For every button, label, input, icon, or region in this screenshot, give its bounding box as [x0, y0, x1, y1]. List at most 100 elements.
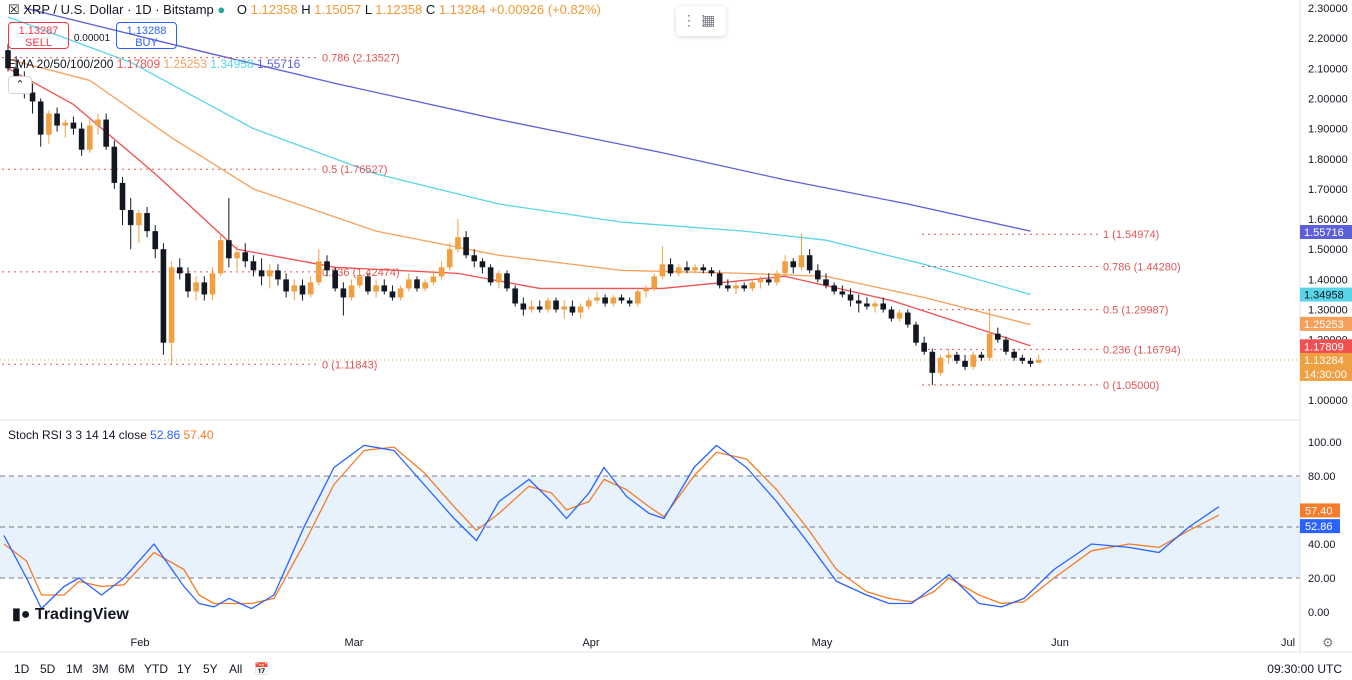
timeframe-6m[interactable]: 6M — [118, 662, 135, 676]
timeframe-5y[interactable]: 5Y — [203, 662, 218, 676]
candle-body — [741, 285, 747, 289]
candle-body — [798, 255, 805, 268]
tv-logo-icon: ▮● — [12, 606, 31, 623]
candle-body — [381, 285, 388, 292]
candle-body — [111, 146, 118, 183]
candle-body — [307, 282, 314, 295]
candle-body — [168, 267, 175, 343]
date-range-icon[interactable]: 📅 — [254, 662, 269, 676]
candle-body — [553, 300, 559, 310]
stoch-value-label: 52.86 — [1305, 521, 1333, 533]
candle-body — [512, 288, 518, 304]
candle-body — [455, 237, 461, 250]
stoch-tick-label: 0.00 — [1308, 607, 1329, 619]
price-tick-label: 2.20000 — [1308, 33, 1348, 45]
candle-body — [266, 270, 273, 277]
timeframe-1y[interactable]: 1Y — [177, 662, 192, 676]
x-tick-label: May — [812, 637, 833, 649]
fib-level-label: 0.5 (1.29987) — [1103, 305, 1168, 317]
candle-body — [332, 270, 338, 289]
candle-body — [487, 267, 494, 283]
object-tree-icon[interactable]: ▦ — [702, 12, 716, 28]
candle-body — [479, 261, 486, 268]
candle-body — [234, 252, 240, 259]
candle-body — [1027, 360, 1034, 364]
timeframe-5d[interactable]: 5D — [40, 662, 56, 676]
ema-legend[interactable]: EMA 20/50/100/200 1.17809 1.25253 1.3495… — [8, 57, 301, 71]
price-tick-label: 1.00000 — [1308, 395, 1348, 407]
candle-body — [692, 267, 698, 271]
timeframe-3m[interactable]: 3M — [92, 662, 109, 676]
stoch-tick-label: 100.00 — [1308, 437, 1342, 449]
candle-body — [422, 282, 428, 289]
candle-body — [839, 291, 846, 295]
fib-level-label: 0.236 (1.16794) — [1103, 344, 1181, 356]
candle-body — [905, 312, 911, 325]
symbol-title[interactable]: XRP / U.S. Dollar · 1D · Bitstamp — [23, 2, 214, 17]
candle-body — [1003, 339, 1009, 352]
candle-body — [504, 273, 510, 289]
candle-body — [700, 267, 707, 271]
stoch-value-tag — [1300, 519, 1340, 534]
candle-body — [283, 279, 289, 292]
timeframe-1d[interactable]: 1D — [14, 662, 30, 676]
candle-body — [324, 261, 330, 271]
candle-body — [610, 297, 617, 304]
fib-level-label: 0.236 (1.42474) — [322, 267, 400, 279]
timeframe-all[interactable]: All — [229, 662, 243, 676]
candle-body — [250, 261, 257, 271]
candle-body — [136, 213, 142, 226]
candle-body — [70, 122, 77, 129]
fib-level-label: 0.5 (1.76527) — [322, 164, 387, 176]
candle-body — [725, 285, 731, 289]
candle-body — [782, 261, 788, 274]
candle-body — [651, 276, 658, 289]
drawing-toolbar: ⋮⋮ ▦ — [676, 6, 726, 36]
candle-body — [365, 276, 371, 292]
fib-level-label: 1 (1.54974) — [1103, 229, 1159, 241]
fib-level-label: 0.786 (1.44280) — [1103, 261, 1181, 273]
candle-body — [536, 306, 543, 310]
candle-body — [340, 288, 347, 298]
candle-body — [643, 288, 649, 292]
sell-button[interactable]: 1.13287 SELL — [8, 22, 69, 49]
price-tag — [1300, 287, 1352, 302]
ema50-line — [7, 58, 1031, 326]
candle-body — [446, 249, 453, 268]
drag-handle-icon[interactable]: ⋮⋮ — [682, 12, 710, 28]
candle-body — [675, 267, 682, 274]
candle-body — [54, 113, 60, 126]
candle-body — [1011, 351, 1017, 358]
candle-body — [626, 300, 633, 304]
candle-body — [528, 306, 535, 310]
collapse-legend-button[interactable]: ⌃ — [8, 76, 32, 94]
x-tick-label: Mar — [345, 637, 364, 649]
candle-body — [520, 303, 527, 310]
candle-body — [1019, 357, 1026, 361]
timeframe-1m[interactable]: 1M — [66, 662, 83, 676]
candle-body — [291, 285, 298, 292]
stoch-k-line — [3, 444, 1220, 610]
clock[interactable]: 09:30:00 UTC — [1267, 662, 1342, 676]
candle-body — [855, 300, 862, 304]
price-tick-label: 1.90000 — [1308, 124, 1348, 136]
candle-body — [733, 285, 739, 289]
candle-body — [774, 273, 780, 283]
symbol-header: ☒ XRP / U.S. Dollar · 1D · Bitstamp ● O … — [8, 2, 601, 18]
symbol-icon: ☒ — [8, 2, 20, 17]
price-tick-label: 1.70000 — [1308, 184, 1348, 196]
candle-body — [46, 113, 52, 135]
candle-body — [929, 351, 936, 373]
candle-body — [176, 267, 183, 274]
buy-button[interactable]: 1.13288 BUY — [116, 22, 177, 49]
candle-body — [201, 282, 208, 295]
timeframe-ytd[interactable]: YTD — [144, 662, 168, 676]
stoch-legend[interactable]: Stoch RSI 3 3 14 14 close 52.86 57.40 — [8, 428, 214, 442]
candle-body — [569, 306, 576, 313]
stoch-value-tag — [1300, 503, 1340, 518]
candle-body — [888, 309, 895, 319]
candle-body — [103, 119, 109, 147]
candle-body — [659, 264, 666, 277]
price-tick-label: 1.40000 — [1308, 274, 1348, 286]
